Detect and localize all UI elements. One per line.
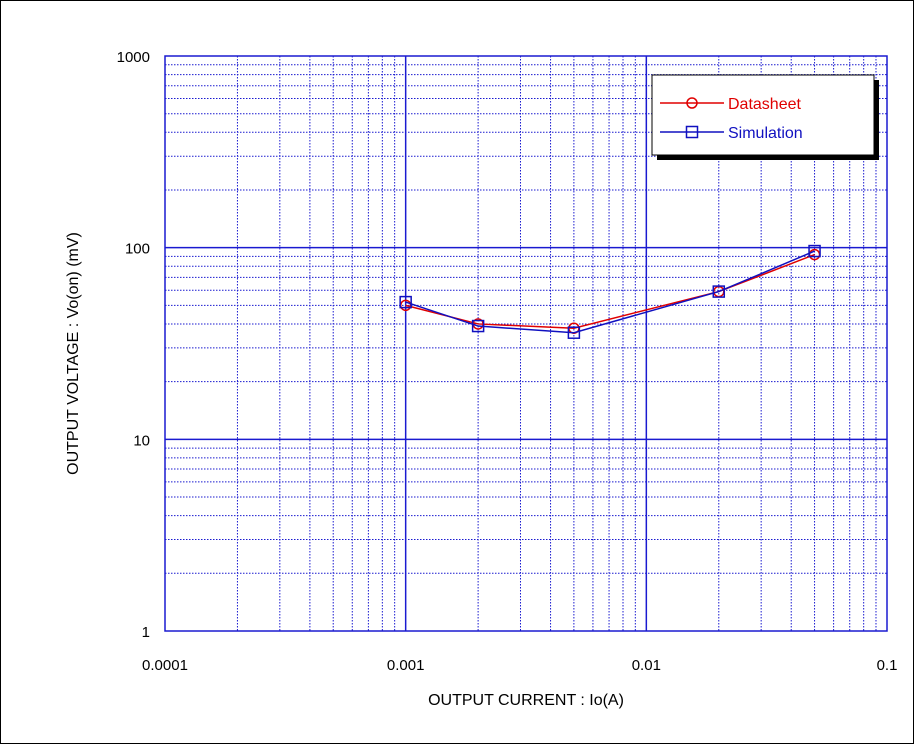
y-tick-label: 10 bbox=[133, 432, 150, 449]
y-tick-label: 100 bbox=[125, 241, 150, 258]
square-marker bbox=[808, 244, 821, 258]
minor-grid bbox=[165, 56, 887, 631]
square-marker bbox=[712, 285, 726, 298]
y-tick-labels: 1 10 100 1000 bbox=[117, 49, 150, 641]
legend: Datasheet Simulation bbox=[651, 74, 879, 160]
x-tick-label: 0.01 bbox=[632, 657, 661, 674]
major-grid bbox=[165, 56, 887, 631]
square-marker bbox=[685, 125, 699, 139]
series-simulation bbox=[399, 244, 821, 339]
y-axis-label: OUTPUT VOLTAGE : Vo(on) (mV) bbox=[65, 232, 82, 475]
x-tick-label: 0.1 bbox=[877, 657, 898, 674]
plot-area-border bbox=[164, 55, 888, 632]
square-marker bbox=[567, 326, 581, 339]
x-tick-labels: 0.0001 0.001 0.01 0.1 bbox=[142, 657, 897, 674]
y-tick-label: 1000 bbox=[117, 49, 150, 66]
square-marker bbox=[399, 295, 412, 309]
series-line bbox=[405, 250, 815, 334]
series-layer bbox=[399, 244, 821, 339]
legend-box bbox=[651, 74, 875, 156]
x-tick-label: 0.001 bbox=[387, 657, 425, 674]
legend-label-datasheet: Datasheet bbox=[728, 96, 801, 113]
circle-marker bbox=[686, 97, 698, 109]
legend-label-simulation: Simulation bbox=[728, 125, 803, 142]
x-tick-label: 0.0001 bbox=[142, 657, 188, 674]
y-tick-label: 1 bbox=[142, 624, 150, 641]
x-axis-label: OUTPUT CURRENT : Io(A) bbox=[428, 692, 624, 709]
series-line bbox=[405, 253, 815, 329]
square-marker bbox=[471, 319, 485, 333]
